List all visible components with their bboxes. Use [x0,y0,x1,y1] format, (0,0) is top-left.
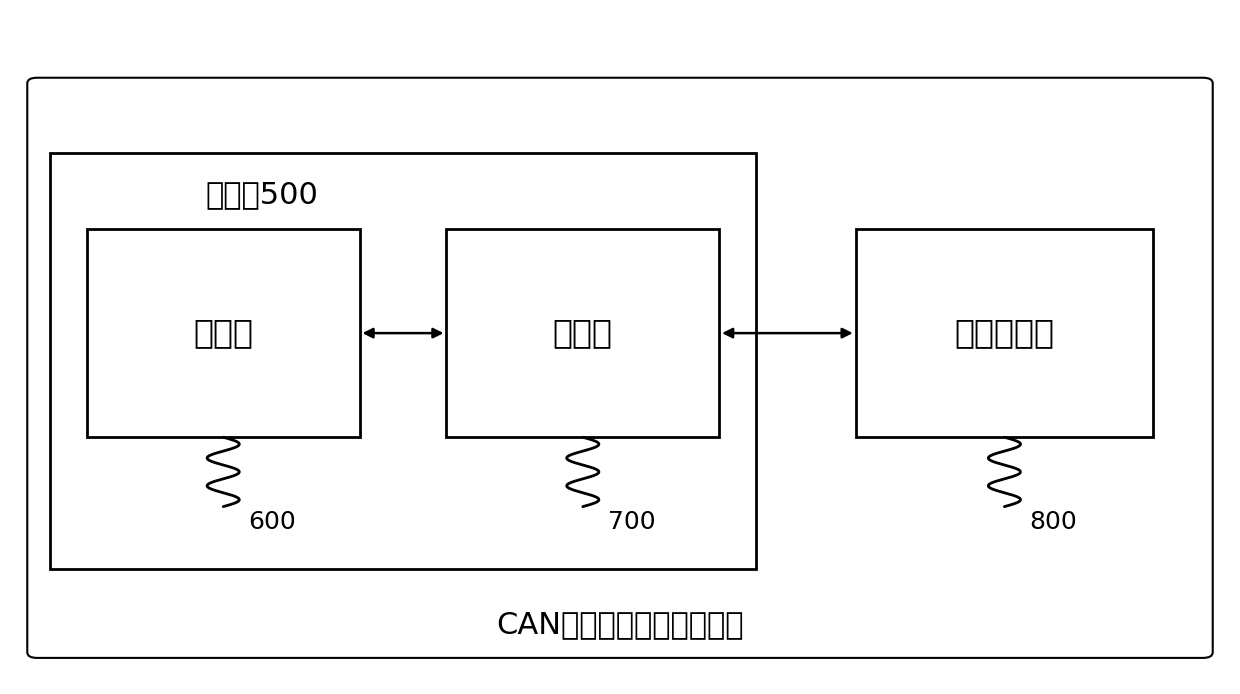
Text: 总线干扰价: 总线干扰价 [955,316,1054,350]
Text: 700: 700 [608,510,655,534]
FancyBboxPatch shape [27,78,1213,658]
Text: CAN网络采样点的检测系统: CAN网络采样点的检测系统 [496,610,744,639]
Text: 存储器: 存储器 [193,316,253,350]
Text: 服务器500: 服务器500 [205,180,319,210]
Text: 600: 600 [248,510,296,534]
Bar [856,229,1153,437]
Text: 800: 800 [1029,510,1078,534]
Text: 处理器: 处理器 [553,316,613,350]
Bar [87,229,360,437]
Bar [50,153,756,569]
Bar [446,229,719,437]
